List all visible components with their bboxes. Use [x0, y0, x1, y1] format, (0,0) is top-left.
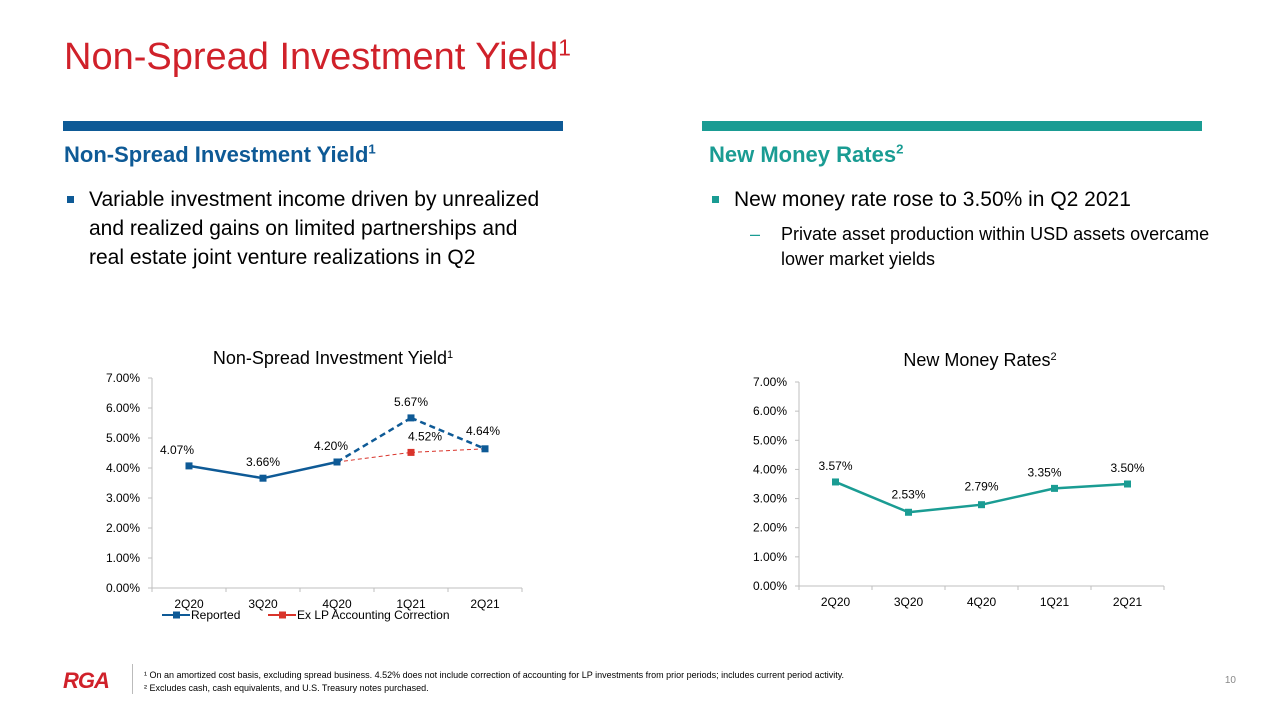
data-label: 3.50% — [1110, 461, 1144, 475]
y-tick-label: 6.00% — [753, 404, 787, 418]
data-label: 3.35% — [1027, 465, 1061, 479]
data-label: 3.57% — [818, 459, 852, 473]
series-line-segment — [981, 487, 1055, 506]
y-tick-label: 5.00% — [106, 431, 140, 445]
data-label: 2.53% — [891, 487, 925, 501]
y-tick-label: 2.00% — [106, 521, 140, 535]
data-point-marker — [407, 414, 415, 422]
series-line-segment — [336, 416, 412, 464]
right-bullet: New money rate rose to 3.50% in Q2 2021 — [709, 185, 1229, 214]
y-tick-label: 3.00% — [106, 491, 140, 505]
left-section-heading: Non-Spread Investment Yield1 — [64, 141, 376, 167]
data-label: 5.67% — [394, 395, 428, 409]
right-section-heading: New Money Rates2 — [709, 141, 904, 167]
x-tick-label: 1Q21 — [396, 597, 426, 611]
x-tick-label: 2Q21 — [1113, 595, 1143, 609]
y-tick-label: 4.00% — [753, 462, 787, 476]
rga-logo: RGA — [63, 668, 110, 693]
x-tick-label: 4Q20 — [967, 595, 997, 609]
footer-divider — [132, 664, 133, 694]
y-tick-label: 0.00% — [106, 581, 140, 595]
left-accent-bar — [63, 121, 563, 131]
data-label: 3.66% — [246, 455, 280, 469]
data-label: 4.52% — [408, 429, 442, 443]
series-line-segment — [262, 460, 338, 480]
page-number: 10 — [1224, 675, 1236, 686]
data-label: 2.79% — [964, 480, 998, 494]
y-tick-label: 0.00% — [753, 579, 787, 593]
x-tick-label: 2Q20 — [821, 595, 851, 609]
left-bullet: Variable investment income driven by unr… — [64, 185, 544, 272]
data-label: 4.20% — [314, 439, 348, 453]
page-title: Non-Spread Investment Yield1 — [64, 34, 571, 78]
series-line-segment — [336, 451, 412, 463]
non-spread-yield-chart: Non-Spread Investment Yield1 0.00% 1.00% 2.… — [106, 348, 523, 622]
data-point-marker — [1051, 484, 1058, 492]
data-label: 4.07% — [160, 443, 194, 457]
data-point-marker — [259, 474, 267, 482]
y-tick-label: 7.00% — [753, 375, 787, 389]
data-point-marker — [1124, 480, 1131, 488]
series-line-segment — [188, 464, 264, 480]
data-point-marker — [333, 458, 341, 466]
x-tick-label: 3Q20 — [248, 597, 278, 611]
x-tick-label: 2Q20 — [174, 597, 204, 611]
series-line-segment — [908, 503, 982, 514]
chart-title: New Money Rates2 — [903, 350, 1056, 370]
dash-bullet-icon: – — [750, 224, 761, 244]
x-tick-label: 4Q20 — [322, 597, 352, 611]
y-tick-label: 6.00% — [106, 401, 140, 415]
series-line-segment — [410, 448, 486, 453]
data-point-marker — [481, 445, 489, 453]
footnote-1: ¹ On an amortized cost basis, excluding … — [144, 670, 845, 680]
data-point-marker — [185, 462, 193, 470]
y-tick-label: 4.00% — [106, 461, 140, 475]
footnote-2: ² Excludes cash, cash equivalents, and U… — [144, 683, 429, 693]
chart-title: Non-Spread Investment Yield1 — [213, 348, 453, 368]
series-line-segment — [835, 480, 909, 514]
right-sub-bullet: – Private asset production within USD ass… — [750, 224, 1210, 269]
y-tick-label: 1.00% — [106, 551, 140, 565]
data-label: 4.64% — [466, 424, 500, 438]
right-bullet-list: New money rate rose to 3.50% in Q2 2021 — [709, 185, 1229, 214]
y-tick-label: 7.00% — [106, 371, 140, 385]
right-accent-bar — [702, 121, 1202, 131]
legend-entry-label: Reported — [191, 608, 240, 622]
left-bullet-list: Variable investment income driven by unr… — [64, 185, 544, 272]
x-tick-label: 2Q21 — [470, 597, 500, 611]
data-point-marker — [832, 478, 839, 486]
y-tick-label: 2.00% — [753, 521, 787, 535]
y-tick-label: 3.00% — [753, 492, 787, 506]
square-bullet-icon — [67, 196, 74, 203]
x-tick-label: 3Q20 — [894, 595, 924, 609]
series-line-segment — [410, 416, 486, 450]
data-point-marker — [978, 501, 985, 509]
x-tick-label: 1Q21 — [1040, 595, 1070, 609]
series-line-segment — [1054, 482, 1128, 490]
legend-entry-label: Ex LP Accounting Correction — [297, 608, 450, 622]
data-point-marker — [407, 448, 415, 456]
square-bullet-icon — [712, 196, 719, 203]
legend-swatch-marker — [279, 611, 286, 619]
data-point-marker — [905, 508, 912, 516]
legend-swatch-marker — [173, 611, 180, 619]
y-tick-label: 5.00% — [753, 433, 787, 447]
new-money-rates-chart: New Money Rates2 0.00% 1.00% 2.00% 3.00% 4.00… — [753, 350, 1165, 609]
y-tick-label: 1.00% — [753, 550, 787, 564]
